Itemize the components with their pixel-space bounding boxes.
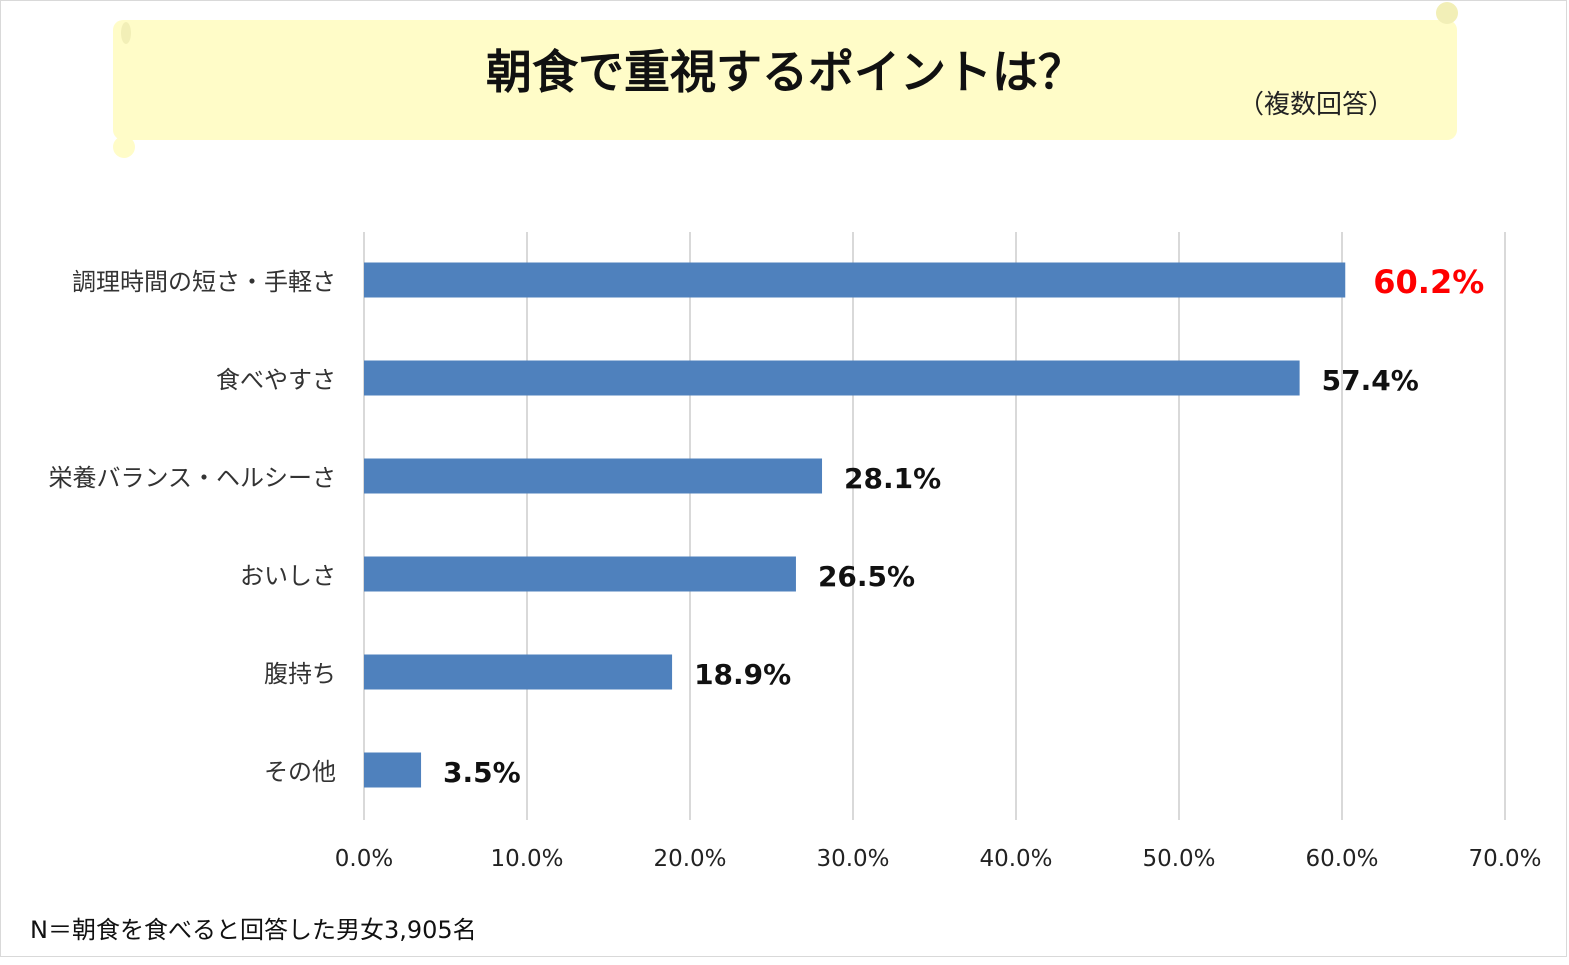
bar	[364, 360, 1300, 396]
banner-curl-bottom-left	[113, 136, 135, 158]
category-label: おいしさ	[240, 562, 336, 590]
x-tick-label: 30.0%	[816, 846, 889, 872]
data-label: 60.2%	[1373, 263, 1484, 301]
bar	[364, 262, 1346, 298]
x-tick-label: 70.0%	[1468, 846, 1541, 872]
data-label: 18.9%	[694, 658, 791, 691]
category-label: 食べやすさ	[216, 366, 336, 394]
x-tick-label: 10.0%	[490, 846, 563, 872]
x-tick-label: 50.0%	[1142, 846, 1215, 872]
chart-title: 朝食で重視するポイントは？	[486, 45, 1084, 99]
x-tick-label: 0.0%	[335, 846, 393, 872]
title-banner	[113, 20, 1457, 140]
banner-curl-right	[1436, 2, 1458, 24]
x-tick-label: 60.0%	[1305, 846, 1378, 872]
category-label: 調理時間の短さ・手軽さ	[72, 268, 336, 296]
data-label: 57.4%	[1322, 364, 1419, 397]
data-label: 3.5%	[443, 756, 521, 789]
category-label: 腹持ち	[264, 660, 336, 688]
bar	[364, 654, 673, 690]
bar	[364, 458, 823, 494]
x-tick-label: 40.0%	[979, 846, 1052, 872]
data-label: 26.5%	[818, 560, 915, 593]
bar	[364, 556, 796, 592]
chart-subtitle: （複数回答）	[1238, 90, 1395, 120]
category-label: その他	[264, 758, 336, 786]
data-label: 28.1%	[844, 462, 941, 495]
banner-curl-left	[121, 22, 131, 44]
bar	[364, 752, 422, 788]
footnote: N＝朝食を食べると回答した男女3,905名	[30, 916, 477, 944]
x-tick-label: 20.0%	[653, 846, 726, 872]
category-label: 栄養バランス・ヘルシーさ	[48, 464, 336, 492]
